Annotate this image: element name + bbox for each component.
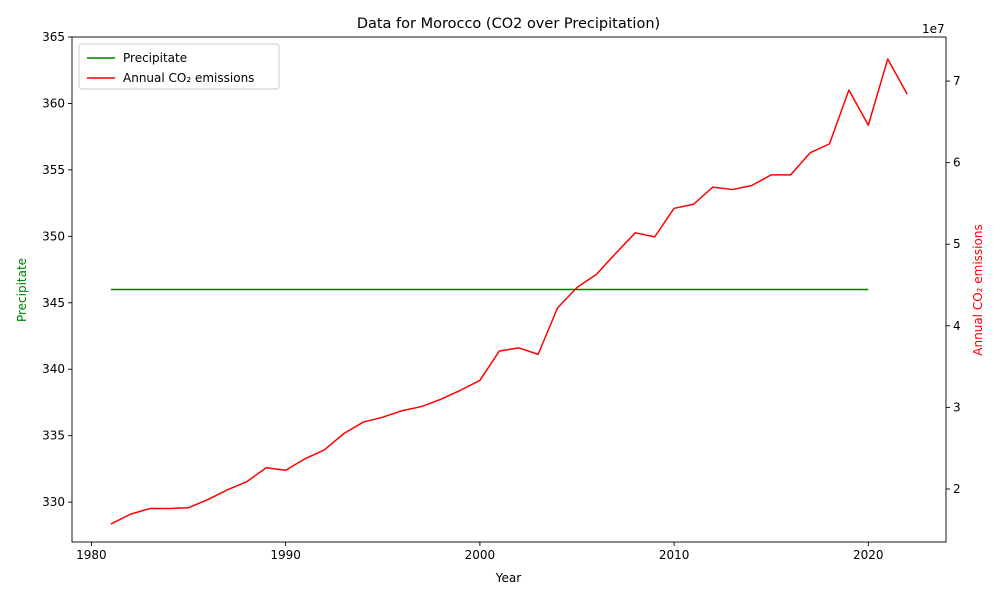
x-tick-label-2: 2000: [465, 548, 496, 562]
x-tick-label-3: 2010: [659, 548, 690, 562]
chart-title: Data for Morocco (CO2 over Precipitation…: [357, 16, 660, 32]
x-axis-label: Year: [495, 571, 521, 585]
right-y-tick-label-4: 6: [953, 156, 961, 170]
right-y-tick-label-5: 7: [953, 74, 961, 88]
left-y-tick-label-6: 360: [42, 96, 65, 110]
right-y-tick-label-3: 5: [953, 237, 961, 251]
x-tick-label-4: 2020: [853, 548, 884, 562]
right-axis-offset-text: 1e7: [922, 22, 945, 36]
left-y-axis-label: Precipitate: [15, 258, 29, 322]
right-y-tick-label-1: 3: [953, 400, 961, 414]
x-tick-label-1: 1990: [270, 548, 301, 562]
legend-entry-0: Precipitate: [123, 51, 187, 65]
left-y-tick-label-1: 335: [42, 429, 65, 443]
series-lines: [110, 58, 908, 525]
legend: Precipitate Annual CO₂ emissions: [78, 43, 280, 90]
left-y-tick-label-7: 365: [42, 30, 65, 44]
left-y-tick-label-2: 340: [42, 362, 65, 376]
x-tick-label-0: 1980: [76, 548, 107, 562]
legend-entry-1: Annual CO₂ emissions: [123, 71, 254, 85]
left-y-tick-label-4: 350: [42, 229, 65, 243]
right-y-axis-label: Annual CO₂ emissions: [971, 224, 985, 355]
axes: 1980 1990 2000 2010 202033033534034535035536…: [42, 30, 961, 562]
legend-box: [78, 43, 280, 90]
left-y-tick-label-5: 355: [42, 163, 65, 177]
right-y-tick-label-0: 2: [953, 482, 961, 496]
left-y-tick-label-0: 330: [42, 495, 65, 509]
axes-frame: [71, 36, 947, 543]
right-y-tick-label-2: 4: [953, 319, 961, 333]
series-line-1: [110, 58, 908, 525]
left-y-tick-label-3: 345: [42, 296, 65, 310]
